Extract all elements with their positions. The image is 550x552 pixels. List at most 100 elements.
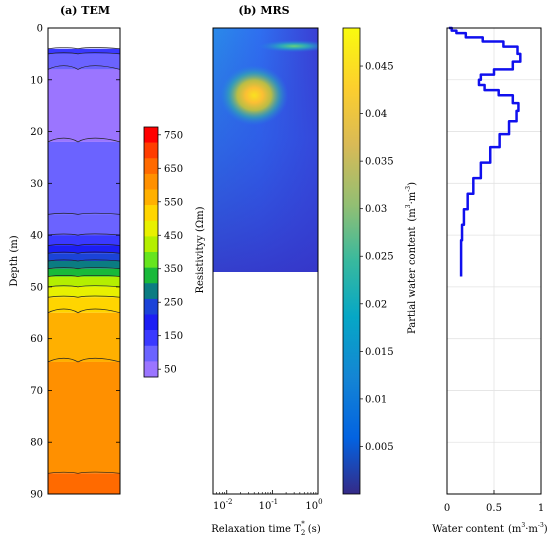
mrs-title: (b) MRS <box>238 4 289 17</box>
tem-colorbar-tick-label: 450 <box>164 231 183 242</box>
mrs-xlabel-main: Relaxation time T <box>211 524 301 535</box>
tem-contour-7 <box>47 251 121 254</box>
tem-contour-11 <box>47 285 121 288</box>
tem-layer-14 <box>48 361 120 474</box>
tem-colorbar-tick-label: 650 <box>164 164 183 175</box>
tem-depth-axis: 0 10 20 30 40 50 60 70 80 90 <box>30 24 120 501</box>
mrs-colorbar-tick-label: 0.035 <box>365 157 394 168</box>
tem-contour-9 <box>47 267 121 270</box>
wc-xtick-label: 0.5 <box>486 503 502 514</box>
mrs-colorbar-tick-label: 0.015 <box>365 347 394 358</box>
mrs-heatmap-depth-fade <box>213 28 318 272</box>
tem-colorbar-segment <box>144 127 158 143</box>
tem-colorbar-segment <box>144 283 158 300</box>
tem-layer-0 <box>48 48 120 54</box>
tem-title: (a) TEM <box>60 4 110 17</box>
tem-contour-15 <box>47 471 121 474</box>
mrs-colorbar-tick-label: 0.04 <box>365 109 387 120</box>
tem-contour-5 <box>47 233 121 236</box>
tem-colorbar-segment <box>144 236 158 253</box>
mrs-colorbar-tick-label: 0.01 <box>365 394 387 405</box>
mrs-xtick-label: 10-1 <box>259 498 279 512</box>
mrs-xtick-label: 100 <box>305 498 322 512</box>
tem-colorbar-tick-label: 350 <box>164 264 183 275</box>
tem-ytick-label: 90 <box>30 490 43 501</box>
wc-xtick-label: 1 <box>538 503 544 514</box>
tem-layer-10 <box>48 276 120 287</box>
tem-colorbar-segment <box>144 330 158 347</box>
tem-colorbar-tick-label: 550 <box>164 197 183 208</box>
tem-ytick-label: 80 <box>30 438 43 449</box>
mrs-hotspots <box>220 40 318 126</box>
mrs-xlabel-unit: (s) <box>308 524 321 535</box>
tem-colorbar-tick-label: 250 <box>164 298 183 309</box>
wc-x-axis: 0 0.5 1 <box>444 490 544 514</box>
tem-colorbar-segment <box>144 345 158 362</box>
tem-ylabel: Depth (m) <box>9 235 20 286</box>
wc-xlabel: Water content (m3·m-3) <box>432 522 547 535</box>
tem-layer-4 <box>48 214 120 236</box>
tem-layer-2 <box>48 69 120 142</box>
tem-colorbar-segment <box>144 220 158 237</box>
tem-contour-0 <box>47 47 121 50</box>
tem-colorbar-segment <box>144 267 158 284</box>
tem-contour-1 <box>47 52 121 55</box>
tem-colorbar-segment <box>144 142 158 159</box>
wc-xlabel-unit: (m <box>508 524 522 535</box>
tem-ytick-label: 10 <box>30 75 43 86</box>
mrs-xlabel-sup: * <box>301 520 305 528</box>
tem-colorbar-frame <box>143 126 159 378</box>
tem-colorbar-tick-label: 750 <box>164 130 183 141</box>
tem-colorbar-ticks: 750 650 550 450 350 250 150 50 <box>158 130 183 376</box>
tem-layer-7 <box>48 253 120 261</box>
tem-contour-4 <box>47 212 121 215</box>
tem-colorbar-tick-label: 50 <box>164 365 177 376</box>
tem-colorbar-label: Resistivityy (Ωm) <box>195 206 206 293</box>
wc-series-line <box>448 26 522 277</box>
mrs-colorbar-ticks: 0.045 0.04 0.035 0.03 0.025 0.02 0.015 0.01 0.00… <box>360 62 394 453</box>
wc-xtick-label: 0 <box>444 503 450 514</box>
tem-ytick-label: 50 <box>30 282 43 293</box>
tem-layer-13 <box>48 312 120 362</box>
tem-layer-9 <box>48 268 120 277</box>
tem-contour-3 <box>47 137 121 143</box>
mrs-colorbar-tick-label: 0.025 <box>365 252 394 263</box>
tem-contour-2 <box>47 65 121 70</box>
tem-contour-14 <box>47 357 121 363</box>
tem-layer-8 <box>48 261 120 269</box>
mrs-colorbar-tick-label: 0.005 <box>365 442 394 453</box>
mrs-hotspot <box>258 40 318 53</box>
tem-ytick-label: 20 <box>30 127 43 138</box>
mrs-xlabel-sub: 2 <box>301 529 305 537</box>
tem-layer-11 <box>48 286 120 298</box>
tem-layers <box>47 47 121 494</box>
mrs-colorbar-tick-label: 0.02 <box>365 299 387 310</box>
tem-colorbar-segment <box>144 158 158 175</box>
tem-contour-10 <box>47 275 121 277</box>
mrs-colorbar-label: Partial water content(m3·m-3) <box>405 182 418 334</box>
tem-contour-8 <box>47 259 121 262</box>
tem-colorbar-tick-label: 150 <box>164 331 183 342</box>
tem-colorbar-segment <box>144 361 158 378</box>
tem-layer-15 <box>48 473 120 494</box>
mrs-hotspot <box>220 65 289 126</box>
tem-contour-12 <box>47 295 121 298</box>
mrs-colorbar-label-main: Partial water content <box>407 227 418 334</box>
tem-ytick-label: 70 <box>30 386 43 397</box>
tem-layer-5 <box>48 235 120 246</box>
wc-xlabel-main: Water content <box>432 524 504 535</box>
tem-ytick-label: 30 <box>30 179 43 190</box>
tem-contour-6 <box>47 243 121 246</box>
tem-plot-frame <box>47 27 121 495</box>
mrs-xlabel: Relaxation time T2* (s) <box>211 520 321 537</box>
tem-colorbar-segment <box>144 252 158 268</box>
tem-colorbar-segment <box>144 189 158 206</box>
tem-ytick-label: 60 <box>30 334 43 345</box>
mrs-colorbar-label-unit: (m <box>407 208 418 222</box>
tem-layer-6 <box>48 245 120 254</box>
mrs-xtick-label: 10-2 <box>213 498 233 512</box>
tem-ytick-label: 40 <box>30 231 43 242</box>
mrs-colorbar-tick-label: 0.045 <box>365 62 394 73</box>
mrs-colorbar <box>342 27 361 495</box>
tem-colorbar-segment <box>144 298 158 315</box>
